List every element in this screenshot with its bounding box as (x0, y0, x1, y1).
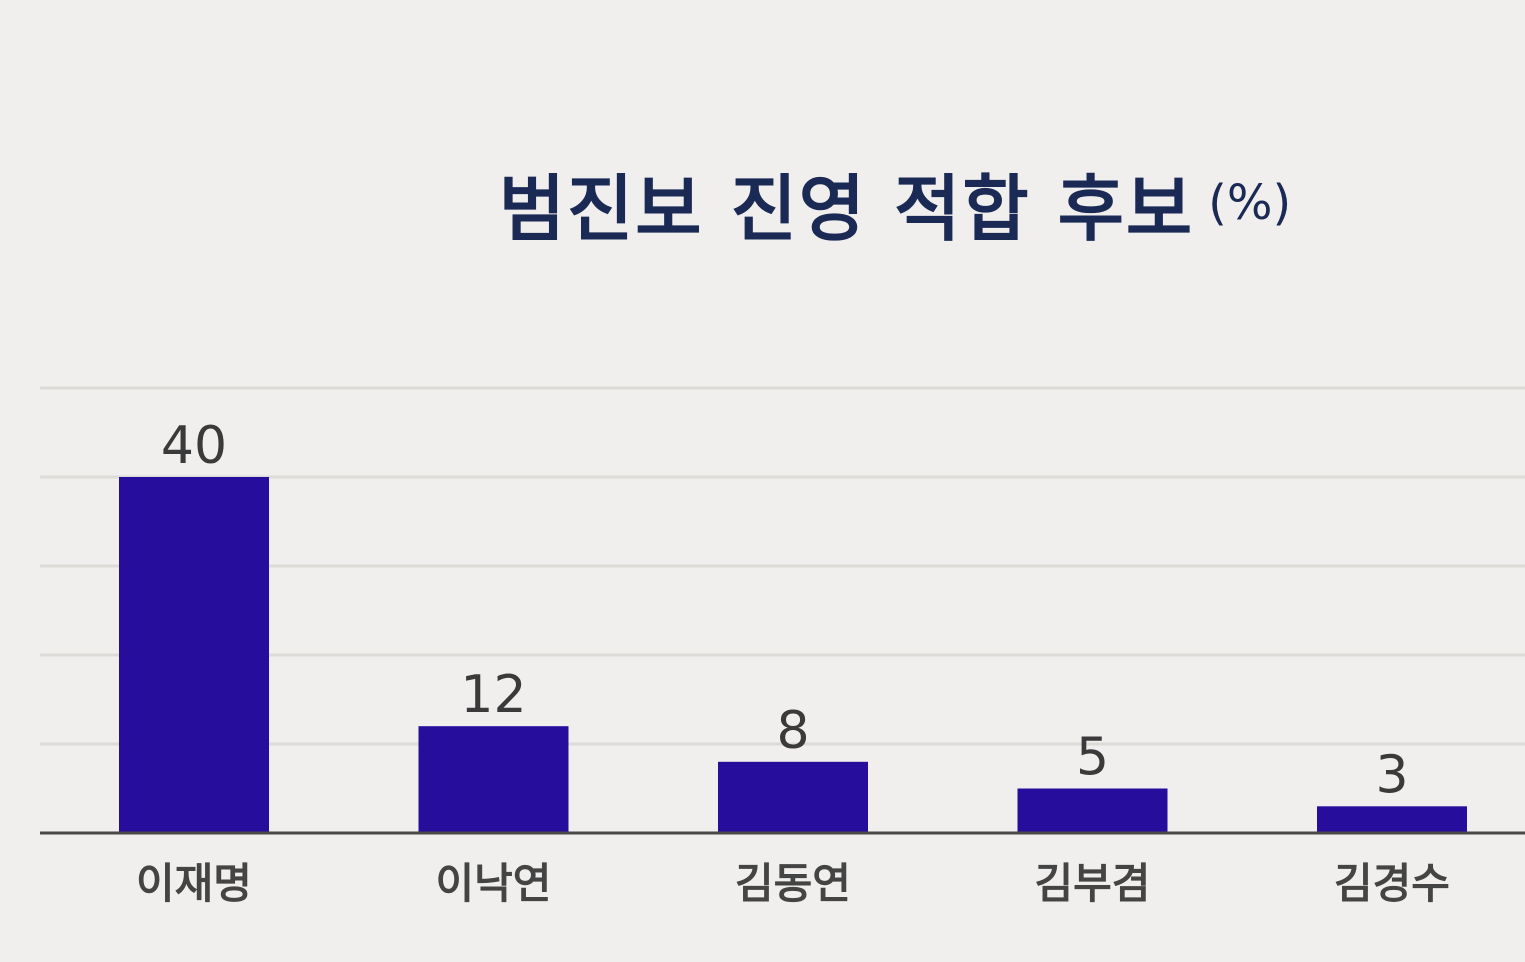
bar-1 (119, 477, 269, 833)
category-label-3: 김동연 (735, 859, 851, 908)
category-label-5: 김경수 (1334, 859, 1450, 908)
chart-title: 범진보 진영 적합 후보 (%) (0, 150, 1525, 255)
value-label-1: 40 (161, 416, 227, 476)
bar-3 (718, 761, 868, 833)
value-label-5: 3 (1375, 745, 1408, 805)
bar-4 (1017, 788, 1168, 833)
bar-2 (418, 726, 569, 833)
chart-unit-label: (%) (1208, 174, 1292, 231)
value-label-4: 5 (1076, 728, 1109, 788)
category-label-2: 이낙연 (436, 859, 552, 908)
category-label-1: 이재명 (136, 859, 252, 908)
value-label-3: 8 (776, 701, 809, 761)
chart-title-text: 범진보 진영 적합 후보 (498, 167, 1195, 251)
value-label-2: 12 (460, 665, 526, 725)
bar-5 (1317, 806, 1467, 833)
category-label-4: 김부겸 (1035, 859, 1151, 908)
